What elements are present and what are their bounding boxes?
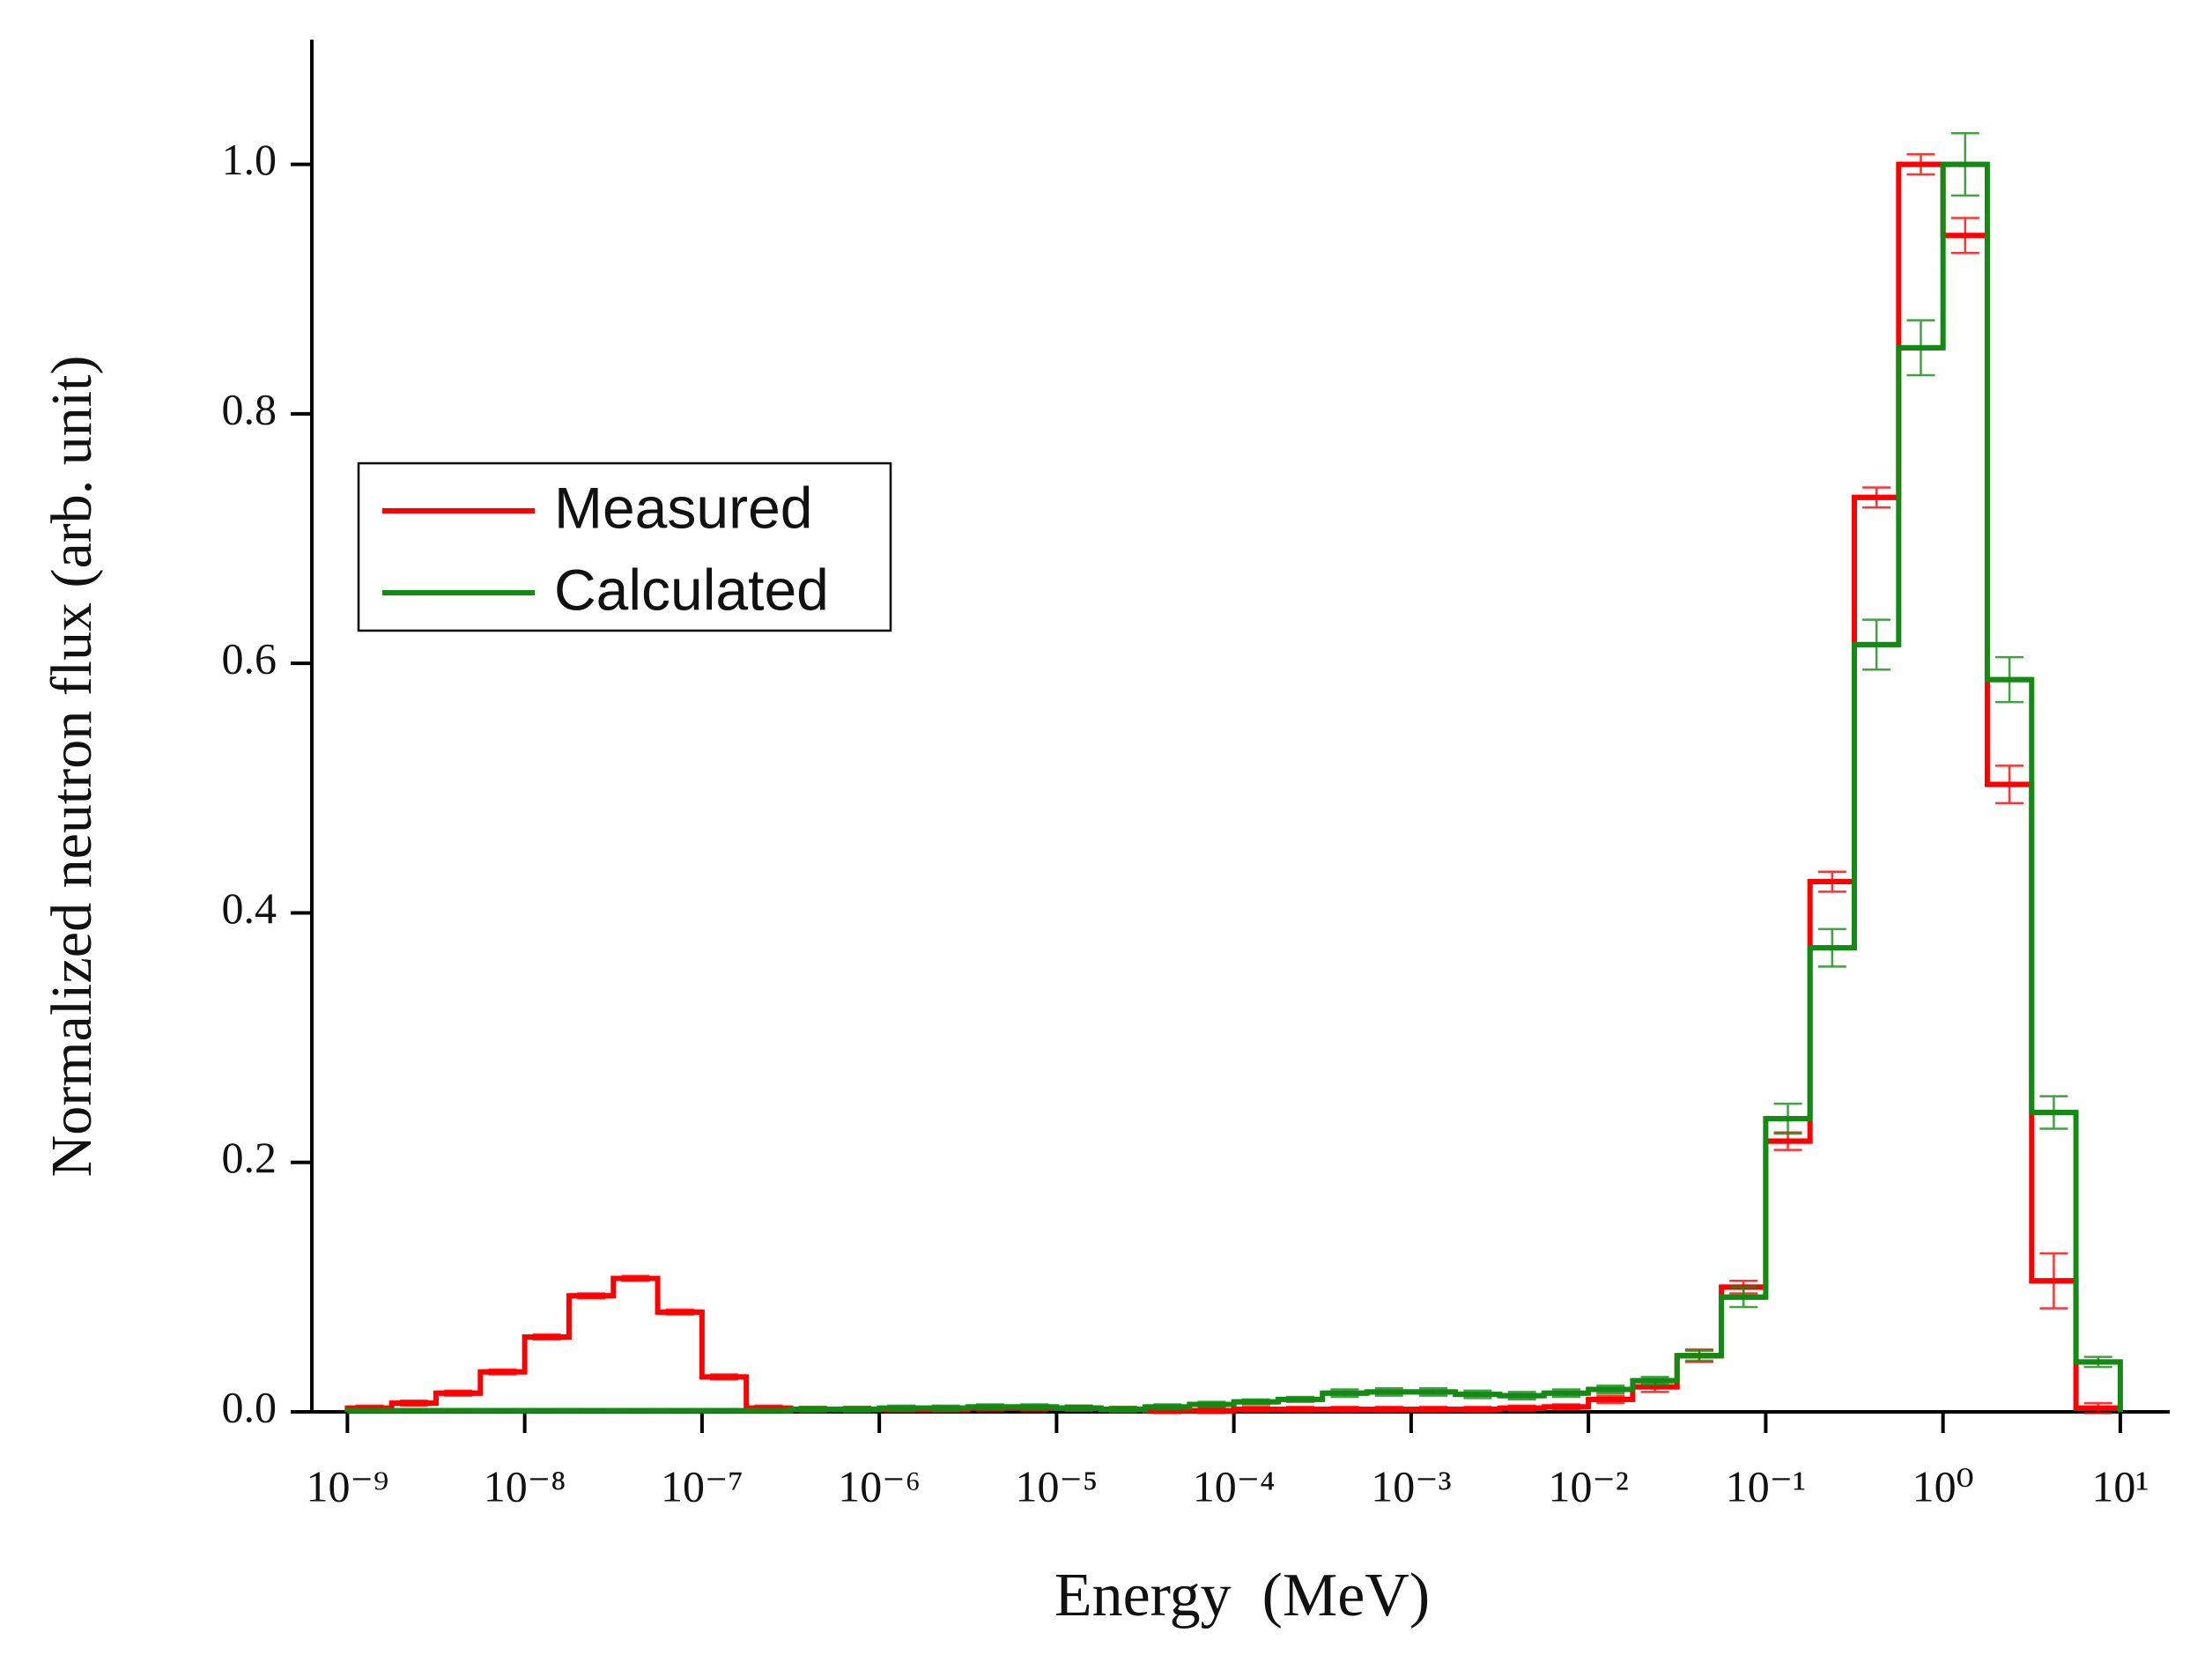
error-bar: [1153, 1403, 1182, 1411]
error-bar: [1551, 1403, 1580, 1411]
error-bar: [444, 1407, 473, 1414]
error-bar: [1729, 1286, 1758, 1309]
y-axis-title: Normalized neutron flux (arb. unit): [40, 356, 104, 1178]
x-axis-title: Energy (MeV): [1054, 1562, 1430, 1629]
x-tick-label: 10⁻⁶: [838, 1461, 921, 1511]
error-bar: [1995, 655, 2024, 704]
error-bar: [1374, 1406, 1403, 1414]
y-tick-label: 1.0: [222, 135, 277, 184]
error-bar: [621, 1407, 650, 1414]
error-bar: [1286, 1395, 1315, 1403]
error-bar: [2039, 1095, 2068, 1130]
error-bar: [665, 1407, 694, 1414]
error-bar: [1817, 927, 1846, 968]
x-tick-label: 10⁻⁵: [1015, 1461, 1098, 1511]
error-bar: [710, 1407, 739, 1414]
error-bar: [1950, 131, 1979, 197]
error-bar: [754, 1407, 783, 1414]
y-tick-label: 0.6: [222, 634, 277, 683]
error-bar: [1684, 1349, 1713, 1363]
step-outline: [344, 161, 2123, 1414]
error-bar: [1330, 1406, 1359, 1414]
legend-label: Measured: [554, 475, 813, 540]
error-bar: [1463, 1389, 1492, 1400]
error-bar: [1507, 1404, 1536, 1412]
error-bar: [532, 1333, 561, 1341]
error-bar: [1906, 319, 1935, 377]
error-bar: [1241, 1398, 1270, 1406]
x-tick-label: 10⁻²: [1548, 1461, 1628, 1511]
error-bar: [577, 1292, 606, 1300]
error-bar: [1551, 1388, 1580, 1399]
y-tick-label: 0.4: [222, 883, 277, 933]
error-bar: [798, 1406, 827, 1414]
error-bar: [621, 1274, 650, 1282]
y-tick-label: 0.2: [222, 1133, 277, 1182]
error-bar: [532, 1407, 561, 1414]
error-bar: [1596, 1385, 1625, 1394]
error-bar: [665, 1308, 694, 1316]
error-bar: [1596, 1394, 1625, 1405]
error-bar: [1419, 1406, 1448, 1414]
error-bar: [1064, 1404, 1093, 1412]
x-tick-label: 10⁰: [1912, 1461, 1974, 1511]
error-bar: [355, 1407, 384, 1414]
error-bar: [842, 1406, 871, 1414]
error-bar: [2083, 1401, 2112, 1415]
error-bar: [1020, 1403, 1049, 1411]
error-bar: [488, 1368, 517, 1376]
error-bar: [1419, 1386, 1448, 1397]
x-tick-label: 10⁻³: [1371, 1461, 1451, 1511]
error-bar: [1640, 1376, 1669, 1386]
error-bar: [1330, 1388, 1359, 1399]
error-bar: [1197, 1400, 1226, 1408]
error-bar: [887, 1404, 916, 1412]
error-bar: [1950, 217, 1979, 255]
error-bar: [2039, 1252, 2068, 1310]
error-bar: [1197, 1407, 1226, 1415]
error-bar: [1862, 618, 1891, 671]
error-bar: [1773, 1102, 1802, 1135]
error-bar: [399, 1407, 428, 1414]
x-tick-label: 10¹: [2091, 1461, 2149, 1511]
error-bar: [1286, 1406, 1315, 1414]
error-bar: [1817, 870, 1846, 893]
legend-box: [357, 462, 892, 632]
y-tick-label: 0.0: [222, 1382, 277, 1431]
error-bar: [1995, 765, 2024, 805]
legend-label: Calculated: [554, 557, 829, 622]
x-tick-label: 10⁻¹: [1726, 1461, 1806, 1511]
error-bar: [710, 1373, 739, 1381]
error-bar: [975, 1403, 1004, 1411]
error-bar: [2083, 1355, 2112, 1369]
error-bar: [399, 1400, 428, 1407]
error-bar: [1906, 153, 1935, 176]
y-tick-label: 0.8: [222, 384, 277, 433]
error-bar: [1108, 1406, 1137, 1414]
error-bar: [1463, 1406, 1492, 1414]
error-bar: [577, 1407, 606, 1414]
error-bar: [1374, 1386, 1403, 1397]
error-bar: [1862, 486, 1891, 509]
x-tick-label: 10⁻⁷: [661, 1461, 743, 1511]
error-bar: [1507, 1391, 1536, 1401]
x-tick-label: 10⁻⁸: [484, 1461, 566, 1511]
x-tick-label: 10⁻⁹: [306, 1461, 388, 1511]
error-bar: [444, 1389, 473, 1397]
x-tick-label: 10⁻⁴: [1193, 1461, 1276, 1511]
error-bar: [931, 1404, 960, 1412]
error-bar: [488, 1407, 517, 1414]
error-bar: [1241, 1406, 1270, 1414]
